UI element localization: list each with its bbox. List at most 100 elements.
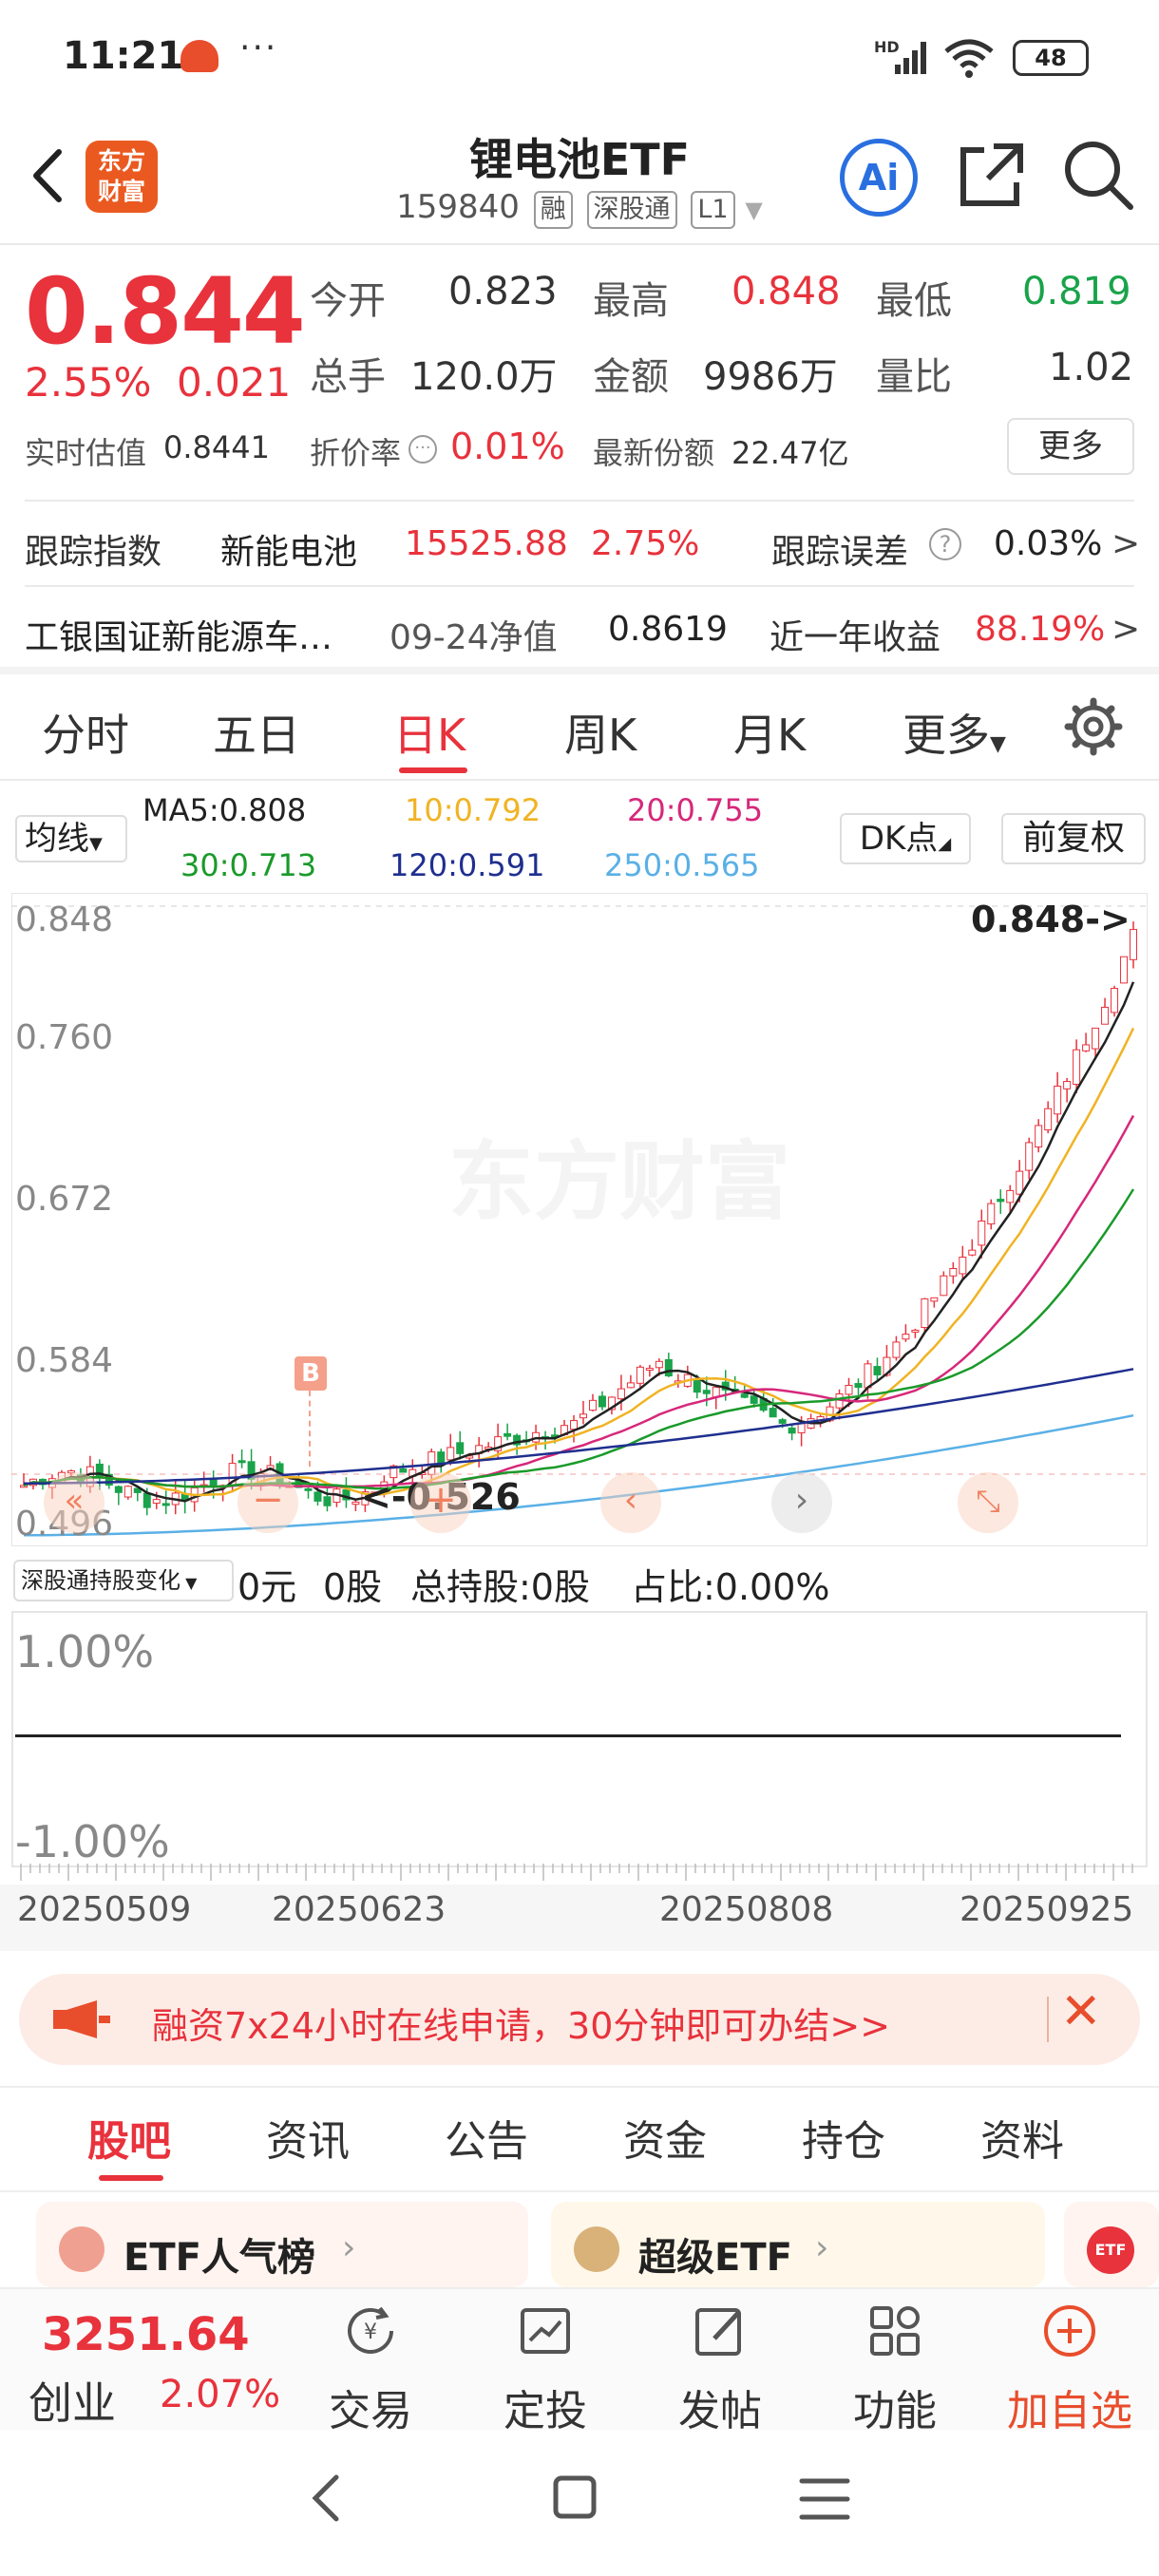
tab-capital[interactable]: 资金 [623,2117,707,2166]
more-info-icon[interactable]: ··· [408,435,437,464]
buy-marker[interactable]: B [294,1356,327,1391]
tab-monthly-k[interactable]: 月K [733,710,807,761]
tracking-index-label: 跟踪指数 [25,533,162,572]
candle-body [504,1432,512,1437]
ai-button[interactable]: Ai [840,139,918,217]
tab-news[interactable]: 资讯 [266,2117,350,2166]
dropdown-icon[interactable]: ▼ [745,197,763,223]
stock-code-row[interactable]: 159840 融 深股通 L1 ▼ [0,188,1159,229]
etf-badge-icon: ETF [1087,2226,1134,2274]
auto-invest-button[interactable]: 定投 [469,2289,621,2435]
close-icon[interactable]: ✕ [1060,1983,1102,2040]
nav-home-icon[interactable] [551,2473,598,2521]
tab-daily-k[interactable]: 日K [393,710,466,761]
functions-button[interactable]: 功能 [819,2289,971,2435]
tab-intraday[interactable]: 分时 [42,710,129,761]
tab-weekly-k[interactable]: 周K [564,710,637,761]
etf-popularity-card[interactable]: ETF人气榜 › [36,2202,528,2287]
shares-value: 22.47亿 [732,435,849,471]
zoom-in-icon[interactable]: + [410,1472,471,1533]
grid-icon [870,2306,920,2356]
holding-y-bottom: -1.00% [15,1816,170,1867]
x-axis-label: 20250509 [17,1890,192,1929]
candle-body [1035,1125,1043,1148]
caret-icon: ◢ [938,834,952,854]
candle-body [997,1199,1005,1203]
scroll-left-fast-icon[interactable]: « [44,1472,104,1533]
search-icon[interactable] [1060,137,1136,213]
change-percent: 2.55% [25,359,152,406]
promo-banner[interactable]: 融资7x24小时在线申请，30分钟即可办结>> ✕ [19,1974,1140,2065]
notification-icon [180,40,218,72]
dk-button-label: DK点 [859,820,939,858]
chevron-right-icon[interactable]: > [1112,610,1141,649]
system-nav-bar [0,2432,1159,2576]
candle-body [788,1427,796,1434]
tab-announcements[interactable]: 公告 [445,2117,528,2166]
tracking-error-value[interactable]: 0.03% [994,524,1103,563]
help-icon[interactable]: ? [929,528,961,560]
etf-card-partial[interactable]: ETF [1064,2202,1159,2287]
candle-body [911,1329,920,1333]
candle-body [636,1366,644,1384]
index-ticker[interactable]: 3251.64 创业 2.07% [0,2289,296,2432]
post-button[interactable]: 发帖 [644,2289,796,2435]
stock-header: 东方 财富 锂电池ETF 159840 融 深股通 L1 ▼ Ai [0,114,1159,247]
open-label: 今开 [310,279,386,323]
add-watchlist-button[interactable]: 加自选 [994,2289,1146,2435]
tab-guba[interactable]: 股吧 [87,2117,171,2166]
fullscreen-icon[interactable]: ⤡ [958,1472,1018,1533]
dk-button[interactable]: DK点◢ [840,813,971,864]
holding-selector[interactable]: 深股通持股变化 ▼ [13,1560,234,1601]
return-value[interactable]: 88.19% [975,610,1106,649]
section-gap [0,667,1159,674]
scroll-left-icon[interactable]: ‹ [600,1472,661,1533]
gear-icon[interactable] [1064,697,1123,756]
holding-chart[interactable] [11,1611,1148,1867]
nav-back-icon[interactable] [302,2470,350,2527]
chevron-right-icon[interactable]: > [1112,524,1141,563]
hd-indicator: HD [874,38,900,56]
holding-y-top: 1.00% [15,1626,155,1677]
adjust-button[interactable]: 前复权 [1001,813,1146,864]
nav-menu-icon[interactable] [798,2475,851,2523]
tab-more[interactable]: 更多▼ [902,701,1006,764]
zoom-out-icon[interactable]: − [238,1472,298,1533]
super-etf-card[interactable]: 超级ETF › [551,2202,1045,2287]
ma-selector[interactable]: 均线▼ [15,815,127,862]
y-axis-label: 0.760 [15,1018,114,1057]
scroll-right-icon[interactable]: › [771,1472,832,1533]
share-icon[interactable] [956,139,1028,211]
kline-chart[interactable]: 东方财富 0.848 0.760 0.672 0.584 0.496 0.848… [10,892,1149,1547]
card-title: 超级ETF [638,2236,792,2280]
change-amount: 0.021 [177,359,292,406]
chevron-right-icon: › [342,2228,356,2267]
more-button[interactable]: 更多 [1007,418,1134,475]
premium-value: 0.01% [450,426,565,467]
candle-body [607,1396,616,1411]
candle-body [655,1360,663,1369]
divider [0,2086,1159,2088]
index-change: 2.07% [160,2373,281,2416]
tracking-index-name[interactable]: 新能电池 [220,533,358,572]
auto-invest-label: 定投 [504,2387,587,2435]
candle-body [513,1434,522,1446]
candle-body [693,1378,701,1393]
candle-body [664,1358,673,1377]
x-axis-label: 20250623 [272,1890,446,1929]
tab-holdings[interactable]: 持仓 [802,2117,885,2166]
candle-body [437,1451,446,1465]
ma10-value: 10:0.792 [405,792,542,828]
back-arrow-icon[interactable] [21,142,78,209]
app-logo[interactable]: 东方 财富 [86,141,158,213]
battery-icon: 48 [1013,40,1089,76]
tab-five-day[interactable]: 五日 [213,710,300,761]
fund-name[interactable]: 工银国证新能源车… [25,618,333,657]
candle-body [949,1268,958,1277]
tab-profile[interactable]: 资料 [980,2117,1064,2166]
ma5-line [23,981,1135,1503]
high-label: 最高 [593,279,669,323]
trade-button[interactable]: ¥ 交易 [294,2289,446,2435]
candle-body [342,1489,351,1501]
trade-icon: ¥ [348,2306,393,2354]
